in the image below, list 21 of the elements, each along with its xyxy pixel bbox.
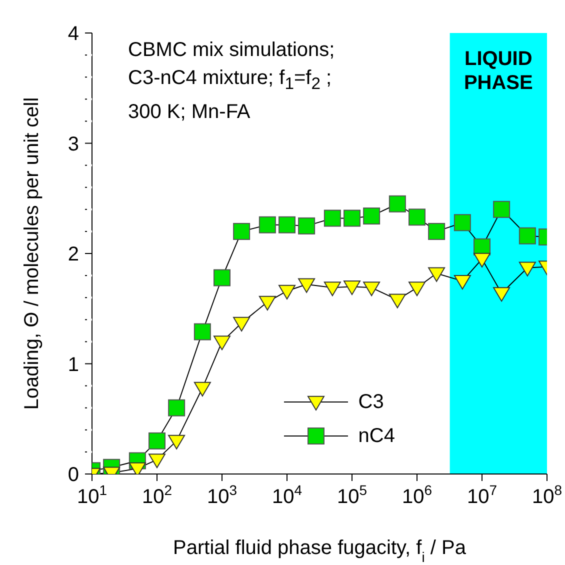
annotation: 300 K; Mn-FA [128,100,252,125]
x-tick-label: 10$^{2}$ [142,482,172,508]
x-tick-label: 10$^{3}$ [206,482,238,508]
legend-label: C3 [358,390,384,414]
legend-label: nC4 [358,424,395,448]
x-tick-label: 10$^{4}$ [272,482,302,508]
y-tick-label: 0 [68,464,79,486]
x-tick-label: 10$^{8}$ [532,482,562,508]
y-tick-label: 3 [68,133,79,156]
band-label: LIQUID PHASE [464,48,533,94]
annotation: C3-nC4 mixture; f$_{1}$=f$_{2}$ ; [128,66,333,95]
y-tick-label: 4 [68,23,79,45]
x-tick-label: 10$^{1}$ [76,482,108,508]
annotation: CBMC mix simulations; [128,38,335,63]
y-axis-title: Loading, Θ / molecules per unit cell [21,97,43,410]
x-tick-label: 10$^{7}$ [466,482,498,508]
x-tick-label: 10$^{5}$ [336,482,368,508]
x-axis-title: Partial fluid phase fugacity, f$_{i}$ / Pa [173,537,467,565]
y-tick-label: 2 [68,244,79,266]
x-tick-label: 10$^{6}$ [402,482,432,508]
y-tick-label: 1 [68,354,79,376]
